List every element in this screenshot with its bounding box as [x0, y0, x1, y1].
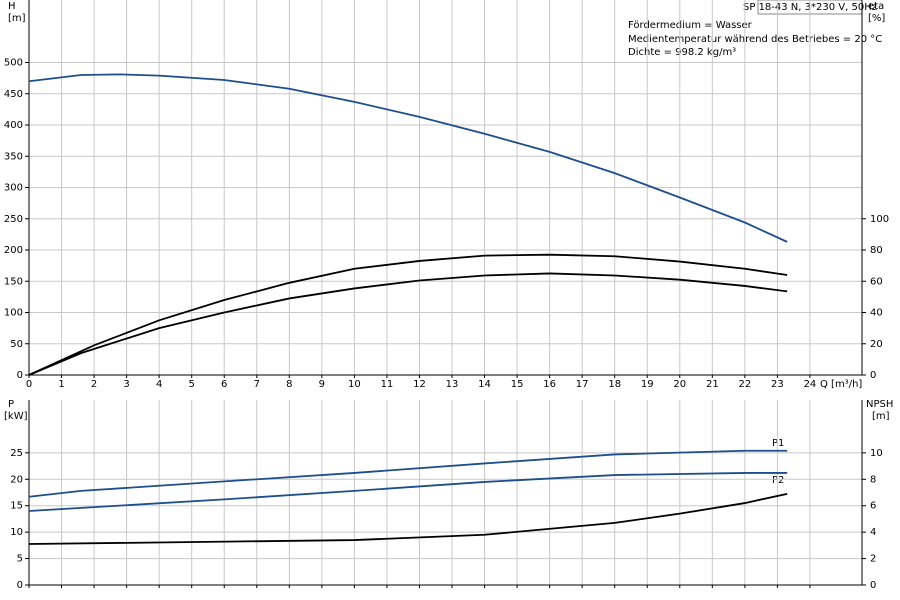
y2-unit: [m]: [872, 411, 890, 422]
y-tick-label: 450: [4, 89, 23, 100]
x-tick-label: 3: [123, 379, 129, 390]
y-tick-label: 15: [10, 501, 23, 512]
x-tick-label: 10: [348, 379, 361, 390]
x-tick-label: 0: [26, 379, 32, 390]
y2-tick-label: 0: [870, 370, 876, 381]
y-tick-label: 20: [10, 474, 23, 485]
y2-tick-label: 4: [870, 527, 876, 538]
y2-label: eta: [868, 1, 884, 12]
x-tick-label: 2: [91, 379, 97, 390]
annotation: P2: [772, 475, 784, 486]
y-tick-label: 0: [17, 580, 23, 591]
x-tick-label: 13: [446, 379, 459, 390]
y-unit: [m]: [8, 13, 26, 24]
x-tick-label: 11: [381, 379, 394, 390]
y-tick-label: 300: [4, 183, 23, 194]
y-label: H: [8, 1, 16, 12]
x-tick-label: 14: [478, 379, 491, 390]
y2-tick-label: 40: [870, 308, 883, 319]
note: Medientemperatur während des Betriebes =…: [628, 34, 882, 45]
x-tick-label: 5: [189, 379, 195, 390]
x-tick-label: 9: [319, 379, 325, 390]
x-tick-label: 8: [286, 379, 292, 390]
x-tick-label: 15: [511, 379, 524, 390]
y-tick-label: 50: [10, 339, 23, 350]
y2-tick-label: 6: [870, 501, 876, 512]
y-tick-label: 250: [4, 214, 23, 225]
series-line: [28, 73, 788, 243]
y-tick-label: 400: [4, 120, 23, 131]
y-tick-label: 10: [10, 527, 23, 538]
x-tick-label: 23: [771, 379, 784, 390]
y2-tick-label: 20: [870, 339, 883, 350]
x-tick-label: 22: [738, 379, 751, 390]
y-tick-label: 0: [17, 370, 23, 381]
series-line: [28, 272, 788, 376]
series-line: [28, 492, 788, 545]
x-tick-label: 20: [673, 379, 686, 390]
x-tick-label: 16: [543, 379, 556, 390]
x-tick-label: 24: [804, 379, 817, 390]
y-label: P: [8, 399, 14, 410]
x-tick-label: 18: [608, 379, 621, 390]
y-tick-label: 100: [4, 308, 23, 319]
y2-tick-label: 10: [870, 448, 883, 459]
series-line: [28, 449, 788, 498]
x-tick-label: 4: [156, 379, 162, 390]
x-tick-label: 6: [221, 379, 227, 390]
x-tick-label: 12: [413, 379, 426, 390]
y-tick-label: 150: [4, 276, 23, 287]
x-tick-label: 1: [58, 379, 64, 390]
x-tick-label: 7: [254, 379, 260, 390]
y-unit: [kW]: [4, 411, 28, 422]
y2-tick-label: 2: [870, 554, 876, 565]
x-tick-label: 17: [576, 379, 589, 390]
y2-unit: [%]: [868, 13, 885, 24]
y2-tick-label: 60: [870, 276, 883, 287]
y2-tick-label: 80: [870, 245, 883, 256]
y-tick-label: 350: [4, 151, 23, 162]
y2-tick-label: 8: [870, 474, 876, 485]
note: Dichte = 998.2 kg/m³: [628, 47, 736, 58]
series-line: [28, 472, 788, 512]
annotation: P1: [772, 438, 784, 449]
y-tick-label: 500: [4, 58, 23, 69]
x-label: Q [m³/h]: [820, 379, 862, 390]
y-tick-label: 5: [17, 554, 23, 565]
note: Fördermedium = Wasser: [628, 20, 753, 31]
y2-tick-label: 100: [870, 214, 889, 225]
y-tick-label: 25: [10, 448, 23, 459]
y2-tick-label: 0: [870, 580, 876, 591]
y-tick-label: 200: [4, 245, 23, 256]
x-tick-label: 19: [641, 379, 654, 390]
x-tick-label: 21: [706, 379, 719, 390]
y2-label: NPSH: [866, 399, 893, 410]
series-line: [28, 253, 788, 376]
